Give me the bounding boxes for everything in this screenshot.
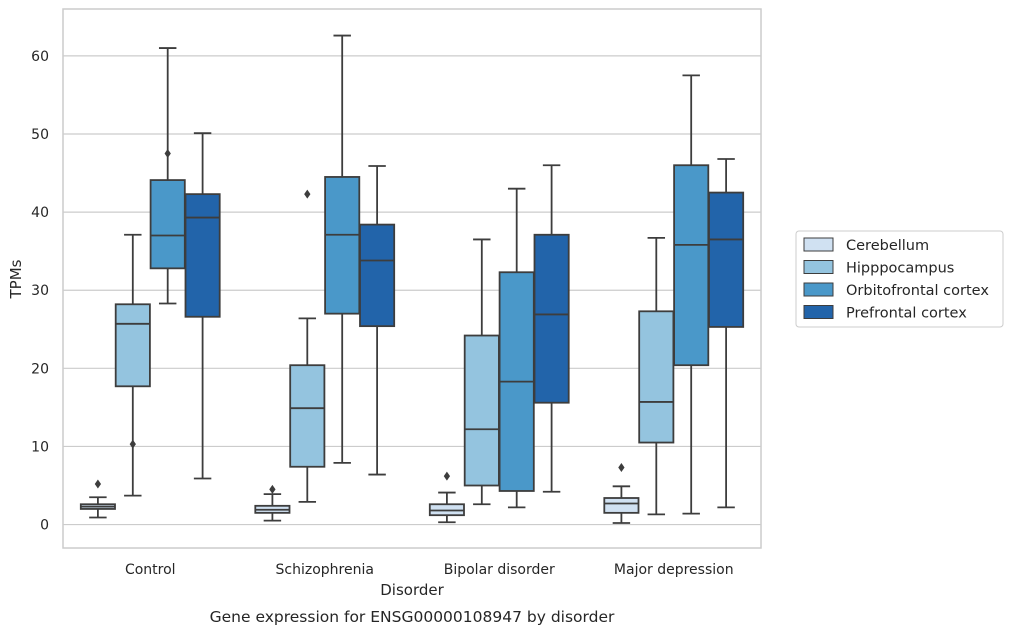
box-orbitofrontal-cortex bbox=[324, 34, 361, 464]
y-tick-label: 20 bbox=[31, 361, 49, 377]
iqr-box bbox=[359, 223, 396, 328]
legend-item: Prefrontal cortex bbox=[803, 305, 967, 322]
box-cerebellum bbox=[603, 463, 640, 524]
iqr-box bbox=[603, 497, 640, 514]
legend-swatch bbox=[803, 305, 834, 319]
iqr-box bbox=[289, 364, 326, 468]
plot-frame bbox=[62, 8, 762, 549]
box-orbitofrontal-cortex bbox=[498, 187, 535, 509]
box-hipppocampus bbox=[463, 238, 500, 506]
outlier-point bbox=[443, 471, 451, 481]
x-tick-label: Schizophrenia bbox=[276, 562, 374, 578]
box-prefrontal-cortex bbox=[184, 132, 221, 480]
chart-caption: Gene expression for ENSG00000108947 by d… bbox=[210, 608, 615, 626]
iqr-box bbox=[673, 164, 710, 367]
legend-item: Hipppocampus bbox=[803, 260, 954, 277]
y-axis-title: TPMs bbox=[7, 259, 25, 299]
y-tick-labels: 0 10 20 30 40 50 60 bbox=[31, 49, 49, 534]
legend-swatch bbox=[803, 282, 834, 297]
box-orbitofrontal-cortex bbox=[149, 47, 186, 305]
y-tick-label: 60 bbox=[31, 49, 49, 65]
box-orbitofrontal-cortex bbox=[673, 74, 710, 515]
legend-swatch bbox=[803, 237, 834, 252]
boxes bbox=[79, 34, 745, 524]
outlier-point bbox=[94, 479, 102, 489]
x-tick-labels: Control Schizophrenia Bipolar disorder Majo… bbox=[125, 562, 734, 578]
outlier-point bbox=[129, 439, 136, 449]
box-cerebellum bbox=[428, 471, 465, 524]
box-cerebellum bbox=[254, 484, 291, 522]
iqr-box bbox=[149, 179, 186, 270]
grid-lines bbox=[63, 55, 761, 526]
iqr-box bbox=[324, 176, 361, 315]
box-prefrontal-cortex bbox=[359, 165, 396, 476]
x-axis-title: Disorder bbox=[380, 581, 444, 599]
iqr-box bbox=[638, 310, 675, 444]
x-tick-label: Control bbox=[125, 562, 176, 578]
box-hipppocampus bbox=[289, 189, 326, 503]
legend-item: Orbitofrontal cortex bbox=[803, 282, 989, 299]
iqr-box bbox=[114, 303, 151, 388]
legend-label: Orbitofrontal cortex bbox=[846, 283, 989, 299]
iqr-box bbox=[184, 193, 221, 318]
outlier-point bbox=[304, 189, 311, 199]
legend-frame bbox=[795, 230, 1004, 328]
iqr-box bbox=[463, 334, 500, 487]
x-tick-label: Bipolar disorder bbox=[444, 562, 555, 578]
y-tick-label: 30 bbox=[31, 283, 49, 299]
legend-label: Cerebellum bbox=[846, 238, 929, 254]
legend: Cerebellum Hipppocampus Orbitofrontal cort… bbox=[795, 230, 1004, 328]
iqr-box bbox=[708, 191, 745, 328]
box-hipppocampus bbox=[638, 236, 675, 516]
legend-item: Cerebellum bbox=[803, 237, 929, 254]
x-tick-label: Major depression bbox=[614, 562, 734, 578]
y-tick-label: 40 bbox=[31, 205, 49, 221]
y-tick-label: 10 bbox=[31, 439, 49, 455]
box-cerebellum bbox=[79, 479, 116, 519]
outlier-point bbox=[269, 484, 276, 494]
iqr-box bbox=[533, 233, 570, 404]
outlier-point bbox=[618, 463, 625, 473]
box-prefrontal-cortex bbox=[533, 164, 570, 493]
y-tick-label: 50 bbox=[31, 127, 49, 143]
legend-label: Prefrontal cortex bbox=[846, 306, 967, 322]
box-hipppocampus bbox=[114, 233, 151, 497]
legend-swatch bbox=[803, 260, 834, 274]
outlier-point bbox=[164, 149, 171, 159]
box-prefrontal-cortex bbox=[708, 158, 745, 509]
y-tick-label: 0 bbox=[40, 518, 49, 534]
legend-label: Hipppocampus bbox=[846, 261, 954, 277]
